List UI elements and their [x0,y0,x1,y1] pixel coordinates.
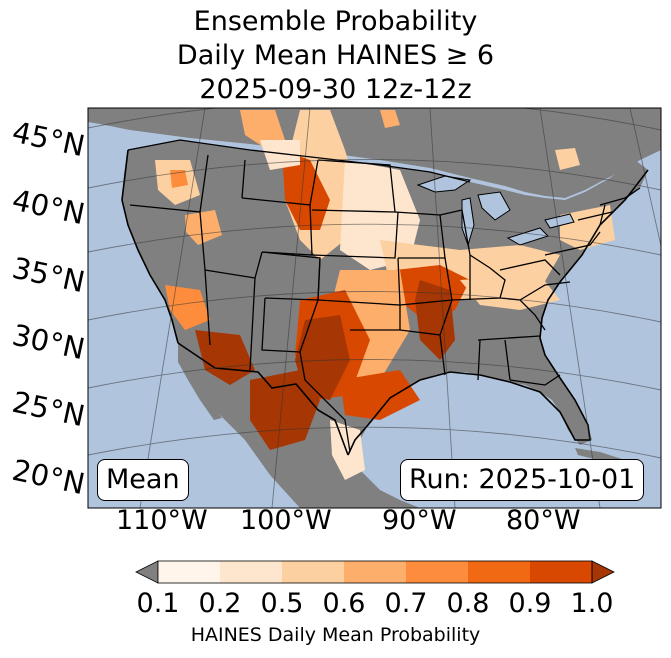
land-baja [178,343,222,420]
colorbar-over-arrow [591,560,615,584]
colorbar-label: HAINES Daily Mean Probability [190,624,481,646]
colorbar-tick-1: 0.2 [198,588,242,619]
colorbar-segment [220,561,283,583]
lon-label-90: 90°W [382,505,457,536]
colorbar-tick-4: 0.7 [384,588,428,619]
colorbar-tick-3: 0.6 [322,588,366,619]
land-canada [88,108,661,198]
colorbar-tick-2: 0.5 [260,588,304,619]
stat-label-box: Mean [97,459,189,501]
colorbar-under-arrow [135,560,159,584]
map-frame [87,107,662,509]
colorbar-segment [468,561,531,583]
great-lakes [416,175,575,247]
lon-label-80: 80°W [506,505,581,536]
colorbar-segment [530,561,593,583]
colorbar-segment [282,561,345,583]
colorbar [135,560,615,584]
lon-label-110: 110°W [116,505,208,536]
colorbar-segment [344,561,407,583]
colorbar-tick-0: 0.1 [136,588,180,619]
graticule [88,108,661,508]
colorbar-segment [158,561,221,583]
title-line-3: 2025-09-30 12z-12z [199,74,472,105]
title-line-1: Ensemble Probability [193,6,478,37]
colorbar-tick-5: 0.8 [446,588,490,619]
colorbar-segment [406,561,469,583]
run-label-box: Run: 2025-10-01 [400,459,645,501]
state-borders [127,139,641,453]
colorbar-tick-6: 0.9 [508,588,552,619]
title-line-2: Daily Mean HAINES ≥ 6 [176,40,495,71]
colorbar-tick-7: 1.0 [570,588,614,619]
lon-label-100: 100°W [240,505,332,536]
